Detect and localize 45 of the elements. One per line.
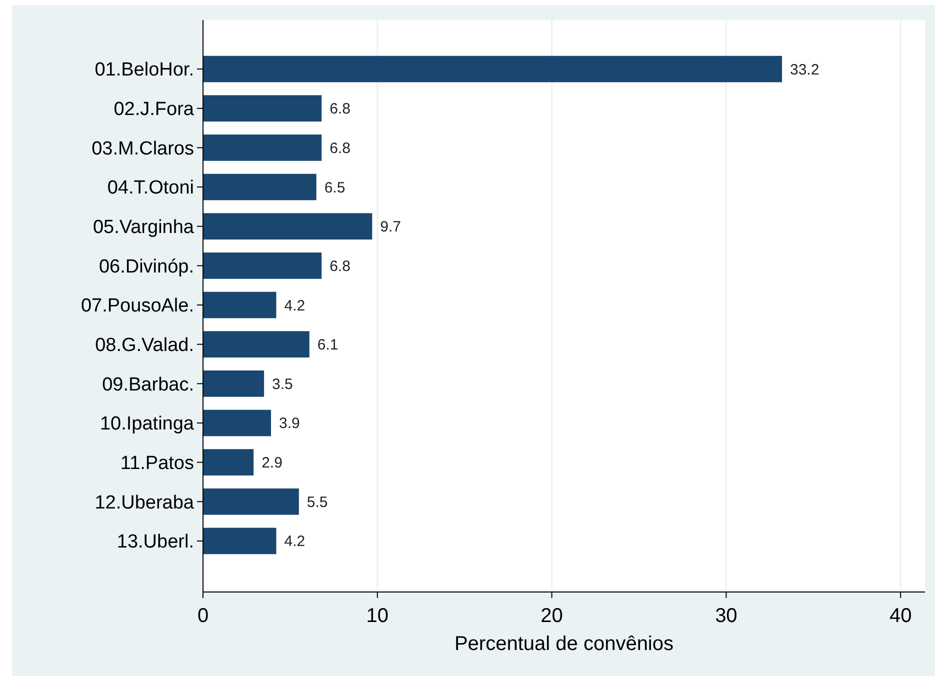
y-tick-label: 10.Ipatinga — [100, 414, 194, 435]
data-label: 9.7 — [380, 218, 402, 236]
data-label: 2.9 — [262, 454, 282, 472]
y-tick-label: 01.BeloHor. — [94, 60, 194, 81]
bar — [203, 252, 322, 279]
bar — [203, 56, 782, 82]
y-tick-label: 13.Uberl. — [116, 532, 194, 553]
data-label: 6.8 — [330, 258, 350, 275]
x-axis-title: Percentual de convênios — [454, 633, 674, 655]
bar — [203, 95, 322, 122]
y-tick-label: 06.Divinóp. — [98, 256, 194, 278]
y-tick-label: 03.M.Claros — [92, 138, 194, 160]
data-label: 5.5 — [306, 494, 328, 511]
data-label: 6.5 — [324, 179, 346, 196]
y-tick-label: 05.Varginha — [92, 216, 194, 238]
y-tick-label: 04.T.Otoni — [107, 178, 194, 199]
bar — [203, 410, 272, 436]
data-label: 33.2 — [790, 61, 820, 78]
x-tick-label: 0 — [197, 605, 209, 627]
x-tick-label: 20 — [540, 605, 563, 627]
bar — [203, 331, 310, 358]
x-tick-label: 40 — [889, 605, 912, 627]
data-label: 4.2 — [284, 297, 306, 314]
bar — [203, 449, 254, 476]
y-tick-label: 09.Barbac. — [102, 374, 194, 396]
data-label: 6.8 — [330, 100, 350, 118]
y-tick-label: 11.Patos — [120, 452, 194, 474]
y-tick-label: 08.G.Valad. — [95, 334, 194, 356]
bar — [203, 370, 264, 397]
bar — [203, 292, 276, 318]
data-label: 6.1 — [317, 336, 338, 354]
bar — [203, 528, 276, 554]
bar — [203, 134, 322, 161]
data-label: 4.2 — [284, 533, 306, 550]
y-tick-label: 02.J.Fora — [114, 99, 194, 120]
y-tick-label: 07.PousoAle. — [80, 296, 194, 317]
bar — [203, 213, 372, 240]
data-label: 3.9 — [279, 415, 300, 432]
x-tick-label: 10 — [366, 605, 389, 627]
bar — [203, 174, 316, 200]
bar — [203, 488, 299, 515]
x-tick-label: 30 — [715, 605, 738, 627]
data-label: 3.5 — [272, 376, 293, 393]
data-label: 6.8 — [330, 140, 350, 157]
y-tick-label: 12.Uberaba — [94, 492, 194, 514]
